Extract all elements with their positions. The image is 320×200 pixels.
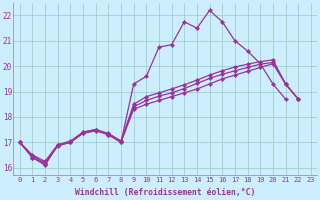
X-axis label: Windchill (Refroidissement éolien,°C): Windchill (Refroidissement éolien,°C) xyxy=(75,188,255,197)
